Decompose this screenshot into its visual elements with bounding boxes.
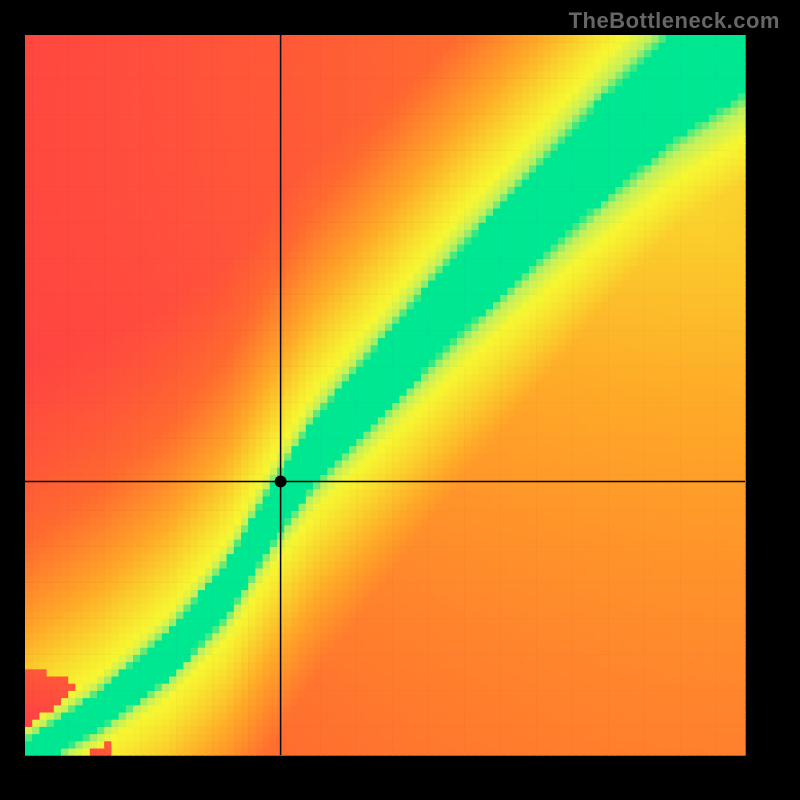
watermark-text: TheBottleneck.com	[569, 8, 780, 34]
chart-container: TheBottleneck.com	[0, 0, 800, 800]
bottleneck-heatmap	[0, 0, 800, 800]
